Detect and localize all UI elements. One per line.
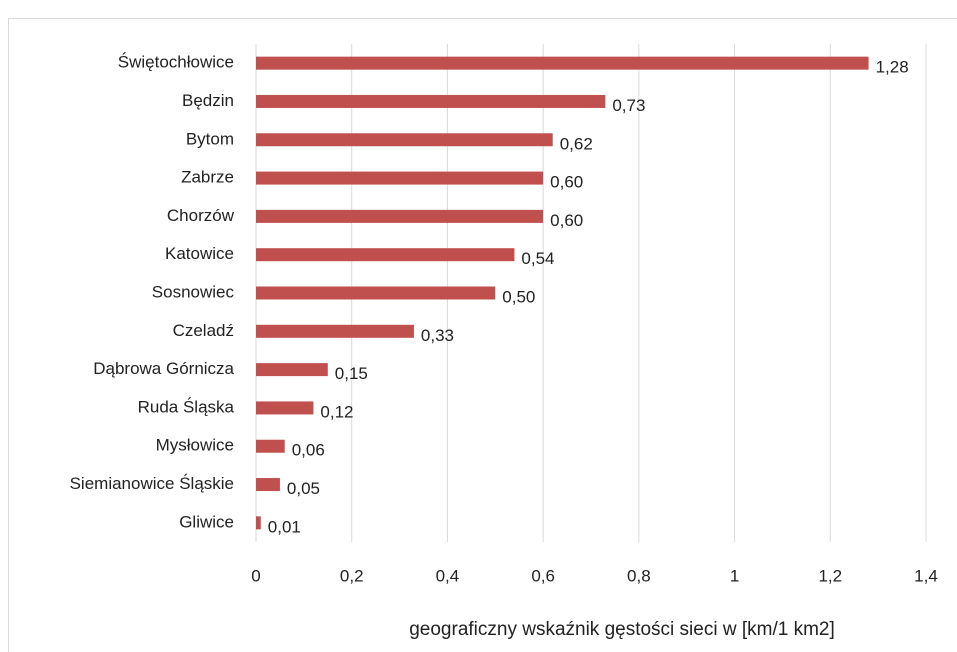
y-tick-label: Bytom	[186, 129, 234, 148]
value-label: 0,50	[502, 287, 535, 306]
value-label: 0,05	[287, 479, 320, 498]
x-tick-label: 0,8	[627, 566, 651, 585]
bar	[256, 516, 261, 530]
y-tick-label: Katowice	[165, 244, 234, 263]
bar	[256, 133, 553, 147]
x-tick-label: 1	[730, 566, 739, 585]
bar	[256, 286, 496, 300]
x-tick-label: 0	[251, 566, 260, 585]
y-tick-label: Świętochłowice	[118, 53, 234, 72]
y-tick-label: Sosnowiec	[152, 282, 235, 301]
bar	[256, 209, 544, 223]
y-tick-label: Chorzów	[167, 206, 235, 225]
value-label: 0,62	[560, 134, 593, 153]
bar	[256, 56, 869, 70]
x-tick-label: 1,2	[818, 566, 842, 585]
bar	[256, 478, 280, 492]
value-label: 0,06	[292, 441, 325, 460]
y-tick-label: Siemianowice Śląskie	[70, 474, 234, 493]
y-tick-label: Czeladź	[173, 321, 234, 340]
bar	[256, 171, 544, 185]
x-tick-label: 1,4	[914, 566, 938, 585]
bar	[256, 401, 314, 415]
bar	[256, 248, 515, 262]
x-tick-label: 0,6	[531, 566, 555, 585]
value-label: 0,54	[521, 249, 554, 268]
x-tick-label: 0,2	[340, 566, 364, 585]
value-label: 0,15	[335, 364, 368, 383]
value-label: 1,28	[876, 58, 909, 77]
bar	[256, 324, 414, 338]
y-tick-label: Gliwice	[179, 512, 234, 531]
y-tick-label: Dąbrowa Górnicza	[93, 359, 234, 378]
x-tick-label: 0,4	[436, 566, 460, 585]
x-axis-label: geograficzny wskaźnik gęstości sieci w […	[409, 619, 835, 640]
value-label: 0,60	[550, 173, 583, 192]
value-label: 0,01	[268, 517, 301, 536]
value-label: 0,33	[421, 326, 454, 345]
bar	[256, 94, 606, 108]
chart-frame	[8, 18, 957, 652]
value-label: 0,60	[550, 211, 583, 230]
value-label: 0,12	[320, 402, 353, 421]
y-tick-label: Będzin	[182, 91, 234, 110]
y-tick-label: Zabrze	[181, 168, 234, 187]
y-tick-label: Ruda Śląska	[138, 397, 235, 416]
bar	[256, 439, 285, 453]
y-tick-label: Mysłowice	[156, 436, 234, 455]
bar	[256, 363, 328, 377]
value-label: 0,73	[612, 96, 645, 115]
